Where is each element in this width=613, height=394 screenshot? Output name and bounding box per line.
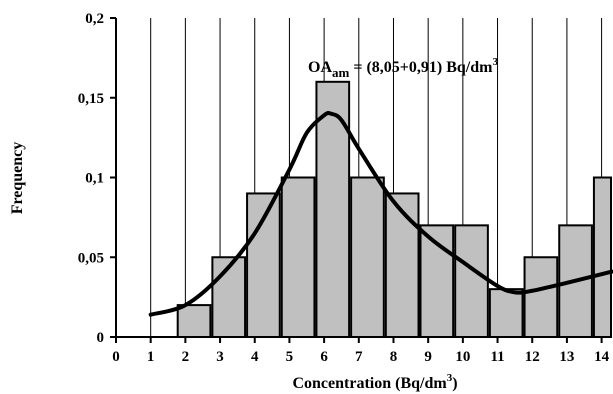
annotation-main: OA	[308, 59, 332, 76]
histogram-bar	[384, 192, 420, 338]
histogram-bar	[488, 288, 524, 338]
y-axis-title: Frequency	[9, 142, 26, 215]
y-tick-label: 0	[97, 330, 105, 346]
axis-layer	[110, 17, 612, 343]
x-tick-label: 9	[424, 349, 432, 365]
histogram-bar	[280, 176, 316, 338]
x-tick-label: 13	[559, 349, 574, 365]
fit-curve	[148, 111, 613, 317]
bar-layer	[176, 80, 613, 339]
curve-layer	[148, 111, 613, 317]
x-axis-title-main: Concentration (Bq/dm	[292, 375, 447, 392]
x-tick-label: 6	[320, 349, 328, 365]
x-axis-title-superscript: 3	[447, 372, 453, 384]
x-tick-label: 5	[286, 349, 294, 365]
annotation-superscript: 3	[492, 56, 498, 68]
x-tick-label: 14	[594, 349, 610, 365]
x-tick-label: 10	[455, 349, 470, 365]
x-tick-label: 12	[525, 349, 540, 365]
histogram-bar	[350, 176, 385, 338]
y-tick-label: 0,1	[85, 171, 104, 187]
x-axis-title-end: )	[452, 375, 457, 392]
x-tick-label: 0	[112, 349, 120, 365]
histogram-bar	[592, 176, 613, 338]
mean-annotation: OAam = (8,05+0,91) Bq/dm3	[308, 56, 498, 80]
x-axis-title: Concentration (Bq/dm3)	[292, 372, 457, 392]
y-tick-label: 0,15	[78, 91, 104, 107]
y-tick-label: 0,2	[85, 11, 104, 27]
x-tick-label: 11	[490, 349, 504, 365]
histogram-bar	[315, 80, 351, 338]
x-tick-label: 2	[182, 349, 190, 365]
y-tick-label: 0,05	[78, 250, 104, 266]
label-layer: 00,050,10,150,20 1 2 3 4 5 6 7 8 9 10 11 12 13 14	[78, 11, 610, 365]
x-tick-label: 4	[251, 349, 259, 365]
histogram-bar	[454, 224, 489, 339]
x-tick-label: 7	[355, 349, 363, 365]
x-tick-label: 3	[216, 349, 224, 365]
x-tick-label: 1	[147, 349, 155, 365]
x-tick-label: 8	[390, 349, 398, 365]
annotation-subscript: am	[332, 65, 350, 80]
annotation-text: = (8,05+0,91) Bq/dm	[349, 59, 493, 76]
histogram-bar	[419, 224, 455, 339]
histogram-bar	[523, 256, 559, 338]
histogram-bar	[176, 304, 212, 339]
